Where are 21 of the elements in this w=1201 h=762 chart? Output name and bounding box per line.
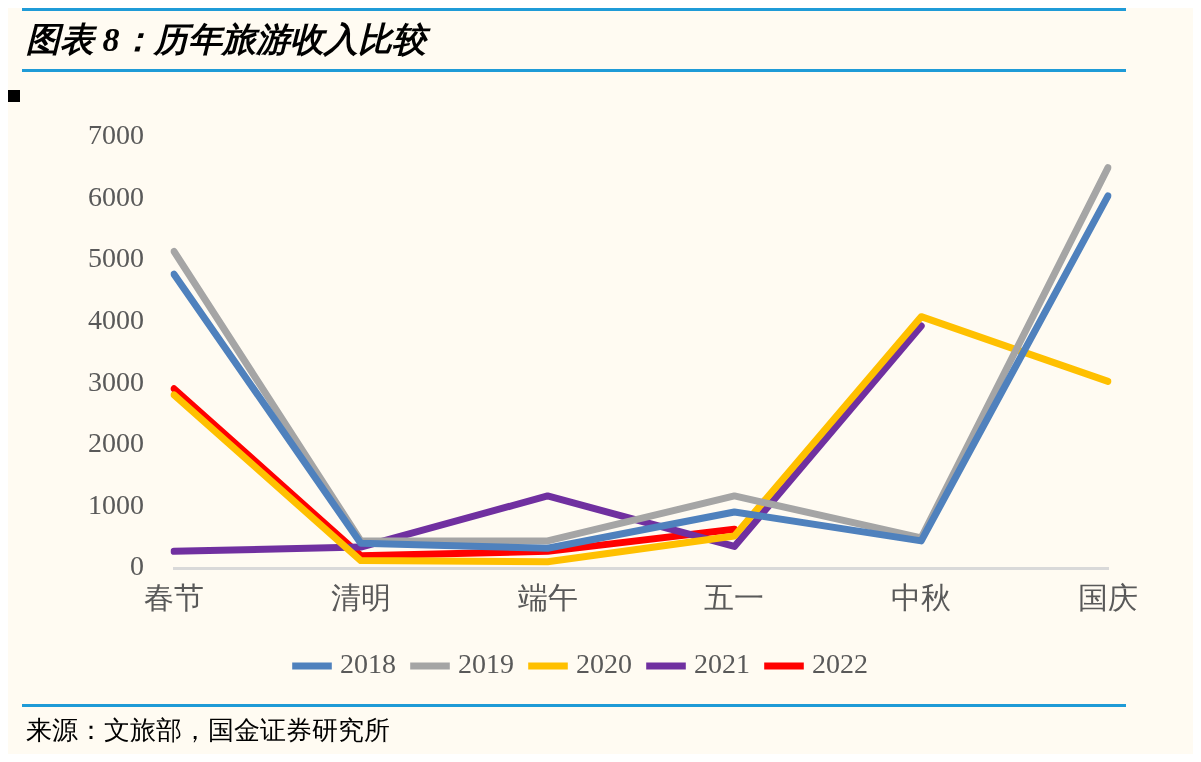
- x-tick-label: 清明: [330, 580, 391, 614]
- x-tick-label: 端午: [517, 580, 578, 614]
- y-tick-label: 0: [130, 550, 144, 582]
- legend-label: 2018: [340, 648, 396, 680]
- x-tick-label: 国庆: [1078, 580, 1138, 614]
- y-tick-label: 4000: [88, 303, 144, 335]
- y-tick-label: 3000: [88, 365, 144, 397]
- x-tick-label: 中秋: [891, 580, 952, 614]
- x-tick-label: 五一: [704, 580, 765, 614]
- x-tick-label: 春节: [144, 580, 204, 614]
- legend-label: 2021: [694, 648, 750, 680]
- y-tick-label: 6000: [88, 180, 144, 212]
- y-tick-label: 2000: [88, 427, 144, 459]
- chart-title: 图表 8：历年旅游收入比较: [25, 20, 432, 60]
- legend-label: 2022: [812, 648, 868, 680]
- y-tick-label: 1000: [88, 488, 144, 520]
- y-tick-label: 7000: [88, 119, 144, 151]
- legend-label: 2020: [576, 648, 632, 680]
- source-note: 来源：文旅部，国金证券研究所: [25, 715, 391, 747]
- y-tick-label: 5000: [88, 242, 144, 274]
- legend-label: 2019: [458, 648, 514, 680]
